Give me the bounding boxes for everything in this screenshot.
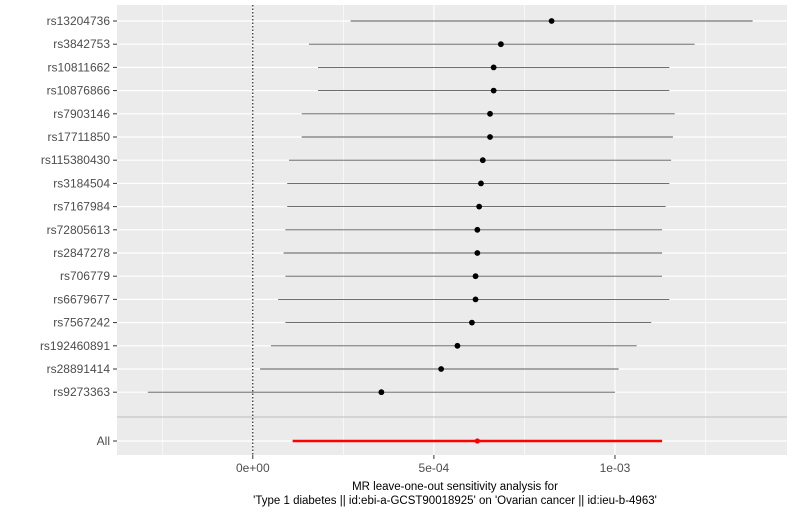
y-tick-label: rs115380430 [41, 153, 110, 167]
x-axis-title-line-1: MR leave-one-out sensitivity analysis fo… [352, 481, 558, 493]
y-tick-label: rs72805613 [47, 223, 111, 237]
snp-point [474, 250, 481, 256]
snp-point [378, 389, 385, 396]
y-tick-label: rs10811662 [48, 60, 111, 74]
y-tick-label: rs3842753 [53, 37, 110, 51]
snp-point [490, 87, 497, 94]
y-tick-label: rs2847278 [53, 246, 110, 260]
snp-point [490, 64, 497, 71]
x-axis-title-line-2: 'Type 1 diabetes || id:ebi-a-GCST9001892… [253, 495, 657, 507]
y-tick-label: rs7903146 [53, 107, 110, 121]
x-tick-label: 1e-03 [600, 461, 631, 475]
snp-point [469, 319, 475, 326]
y-tick-label: rs192460891 [40, 339, 110, 353]
snp-point [454, 342, 461, 349]
y-tick-label: rs9273363 [53, 385, 110, 399]
snp-point [487, 134, 493, 140]
x-tick-label: 5e-04 [419, 461, 450, 475]
snp-point [472, 273, 479, 280]
snp-point [497, 41, 504, 48]
y-tick-label: All [97, 434, 110, 448]
snp-point [476, 203, 483, 210]
y-tick-label: rs17711850 [48, 130, 111, 144]
y-tick-label: rs13204736 [47, 14, 111, 28]
snp-point [487, 110, 493, 117]
snp-point [478, 180, 484, 187]
y-tick-label: rs10876866 [47, 84, 111, 98]
y-tick-label: rs7567242 [53, 316, 110, 330]
snp-point [472, 296, 479, 303]
y-tick-labels: rs13204736 rs3842753 rs10811662 rs10876866 r… [40, 14, 117, 448]
y-tick-label: rs28891414 [47, 362, 111, 376]
snp-point [548, 18, 555, 24]
snp-point [479, 157, 486, 164]
y-tick-label: rs3184504 [53, 176, 110, 190]
x-tick-label: 0e+00 [236, 461, 270, 475]
marks-layer [147, 18, 753, 444]
y-tick-label: rs7167984 [53, 200, 110, 214]
y-tick-label: rs6679677 [53, 292, 110, 306]
snp-point [474, 226, 481, 233]
snp-point [438, 366, 445, 372]
y-tick-label: rs706779 [60, 269, 110, 283]
x-tick-labels: 0e+00 5e-04 1e-03 [236, 455, 631, 475]
overall-point [474, 438, 480, 444]
